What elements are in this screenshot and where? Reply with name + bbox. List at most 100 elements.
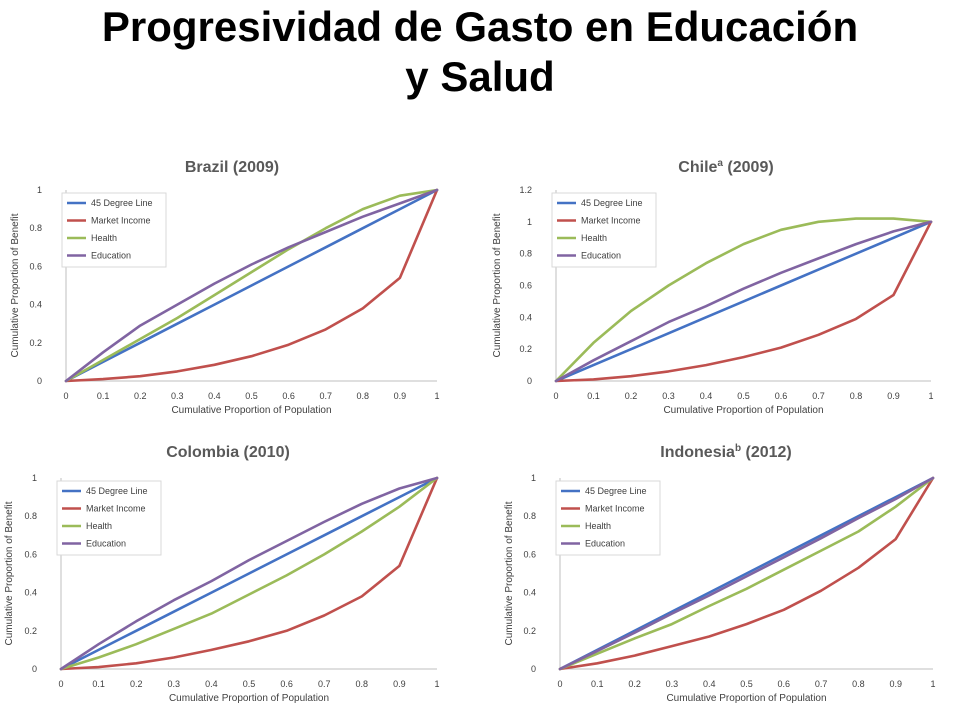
chart-indonesia-ytick-label: 0.4 [523,588,536,598]
chart-indonesia-series-health [558,476,935,671]
chart-colombia-y-axis-label: Cumulative Proportion of Benefit [4,501,15,645]
chart-brazil-legend-label-45-degree-line: 45 Degree Line [91,198,153,208]
chart-colombia-xtick-label: 0.4 [205,679,218,689]
chart-colombia-xtick-label: 0 [58,679,63,689]
chart-indonesia-title-superscript: b [735,443,741,454]
page-title-line-2: y Salud [405,53,555,100]
chart-chile-ytick-label: 1.2 [519,185,532,195]
chart-indonesia-legend-label-health: Health [585,521,611,531]
chart-colombia-series-45-degree-line [59,476,439,671]
chart-brazil-series-health [64,188,439,383]
chart-chile-y-axis-label: Cumulative Proportion of Benefit [492,213,503,357]
chart-indonesia: Indonesiab (2012) 0 0.2 0.4 0.6 0.8 1 0 0.1 0.2 0.… [504,443,936,704]
chart-colombia-xtick-label: 0.5 [243,679,256,689]
chart-colombia-xtick-label: 1 [434,679,439,689]
chart-brazil-ytick-label: 0.8 [29,223,42,233]
chart-brazil-ytick-label: 0.2 [29,338,42,348]
chart-brazil-xtick-label: 0.4 [208,391,221,401]
chart-chile-ytick-label: 0.6 [519,281,532,291]
chart-indonesia-xtick-label: 0.3 [666,679,679,689]
chart-indonesia-xtick-label: 0.9 [889,679,902,689]
chart-chile-title-superscript: a [717,158,723,169]
chart-colombia-legend-label-market-income: Market Income [86,504,146,514]
chart-chile-legend-label-health: Health [581,233,607,243]
chart-chile-xtick-label: 0 [553,391,558,401]
chart-brazil-xtick-label: 0.8 [357,391,370,401]
chart-colombia-xtick-label: 0.1 [92,679,105,689]
chart-brazil-ytick-label: 0 [37,376,42,386]
chart-brazil-y-axis-label: Cumulative Proportion of Benefit [10,213,21,357]
chart-colombia-xtick-label: 0.6 [280,679,293,689]
chart-chile-xtick-label: 0.1 [587,391,600,401]
chart-indonesia-ytick-label: 0.6 [523,549,536,559]
chart-brazil-x-axis-label: Cumulative Proportion of Population [171,405,331,416]
chart-chile-series-health [554,217,933,383]
chart-indonesia-series-education [558,476,935,671]
chart-colombia-xtick-label: 0.8 [356,679,369,689]
chart-brazil-xtick-label: 0.3 [171,391,184,401]
chart-chile-ytick-label: 0.8 [519,249,532,259]
chart-chile-legend-label-market-income: Market Income [581,216,641,226]
chart-chile-xtick-label: 1 [928,391,933,401]
chart-indonesia-xtick-label: 0.5 [740,679,753,689]
chart-colombia-title: Colombia (2010) [166,444,290,461]
chart-indonesia-series-market-income [558,476,935,671]
chart-colombia-legend-label-education: Education [86,539,126,549]
chart-indonesia-title: Indonesiab (2012) [660,443,792,461]
chart-brazil-series-45-degree-line [64,188,439,383]
chart-colombia-series-health [59,476,439,671]
chart-indonesia-title-name: Indonesia [660,444,735,461]
chart-chile-xtick-label: 0.4 [700,391,713,401]
chart-colombia-legend-label-45-degree-line: 45 Degree Line [86,486,148,496]
chart-indonesia-legend-label-education: Education [585,539,625,549]
chart-chile-ytick-label: 1 [527,217,532,227]
chart-colombia-ytick-label: 0.2 [24,626,37,636]
chart-chile-xtick-label: 0.8 [850,391,863,401]
page-title-line-1: Progresividad de Gasto en Educación [101,3,859,50]
chart-brazil-series-education [64,188,439,383]
chart-colombia-ytick-label: 0.4 [24,588,37,598]
chart-brazil-legend-label-education: Education [91,251,131,261]
chart-chile-title: Chilea (2009) [678,158,773,176]
chart-colombia-x-axis-label: Cumulative Proportion of Population [169,693,329,704]
chart-indonesia-xtick-label: 0.8 [852,679,865,689]
chart-chile-xtick-label: 0.5 [737,391,750,401]
chart-chile-ytick-label: 0 [527,376,532,386]
chart-colombia-xtick-label: 0.9 [393,679,406,689]
chart-indonesia-xtick-label: 0.2 [628,679,641,689]
chart-brazil-legend-label-market-income: Market Income [91,216,151,226]
chart-colombia-legend-label-health: Health [86,521,112,531]
chart-indonesia-ytick-label: 0.2 [523,626,536,636]
chart-chile-series-market-income [554,220,933,383]
chart-indonesia-xtick-label: 0 [557,679,562,689]
chart-colombia-xtick-label: 0.7 [318,679,331,689]
chart-chile-xtick-label: 0.6 [775,391,788,401]
chart-indonesia-legend-label-market-income: Market Income [585,504,645,514]
chart-brazil-ytick-label: 0.6 [29,261,42,271]
chart-indonesia-legend-label-45-degree-line: 45 Degree Line [585,486,647,496]
chart-brazil-xtick-label: 0.7 [319,391,332,401]
chart-chile-ytick-label: 0.4 [519,312,532,322]
chart-chile-series-45-degree-line [554,220,933,383]
chart-colombia-xtick-label: 0.2 [130,679,143,689]
chart-chile-xtick-label: 0.9 [887,391,900,401]
chart-colombia-ytick-label: 0.6 [24,549,37,559]
chart-brazil-ytick-label: 1 [37,185,42,195]
chart-brazil-series-market-income [64,188,439,383]
chart-chile: Chilea (2009) 0 0.2 0.4 0.6 0.8 1 1.2 0 0.1 0.2 0.3… [492,158,934,416]
chart-colombia-xtick-label: 0.3 [168,679,181,689]
chart-brazil-legend-label-health: Health [91,233,117,243]
chart-brazil-xtick-label: 0 [63,391,68,401]
chart-chile-xtick-label: 0.2 [625,391,638,401]
chart-brazil-xtick-label: 0.6 [282,391,295,401]
chart-brazil-xtick-label: 1 [434,391,439,401]
chart-indonesia-xtick-label: 0.4 [703,679,716,689]
chart-chile-xtick-label: 0.3 [662,391,675,401]
chart-indonesia-ytick-label: 0.8 [523,511,536,521]
chart-chile-legend-label-45-degree-line: 45 Degree Line [581,198,643,208]
chart-colombia: Colombia (2010) 0 0.2 0.4 0.6 0.8 1 0 0.1 0.2 0.3 0… [4,444,440,704]
chart-indonesia-xtick-label: 0.6 [778,679,791,689]
chart-colombia-series-education [59,476,439,671]
chart-indonesia-xtick-label: 0.7 [815,679,828,689]
chart-indonesia-series-45-degree-line [558,476,935,671]
